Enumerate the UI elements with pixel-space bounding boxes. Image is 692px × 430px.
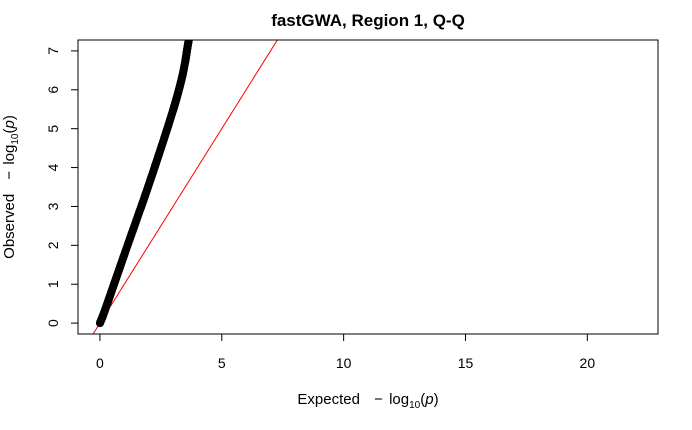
y-axis-label: Observed − log10(p) xyxy=(1,115,21,259)
data-point xyxy=(184,40,193,44)
x-axis-label: Expected − log10(p) xyxy=(297,391,438,411)
x-tick-label: 5 xyxy=(218,355,226,371)
plot-frame xyxy=(77,39,659,335)
chart-title: fastGWA, Region 1, Q-Q xyxy=(271,11,465,30)
x-axis: 0 5 10 15 20 xyxy=(96,333,596,371)
y-tick-label: 3 xyxy=(45,202,61,210)
x-tick-label: 10 xyxy=(336,355,352,371)
y-tick-label: 5 xyxy=(45,125,61,133)
y-tick-label: 6 xyxy=(45,86,61,94)
y-tick-label: 0 xyxy=(45,319,61,327)
x-tick-label: 0 xyxy=(96,355,104,371)
x-tick-label: 20 xyxy=(580,355,596,371)
y-tick-label: 7 xyxy=(45,47,61,55)
y-tick-label: 4 xyxy=(45,163,61,171)
observed-points xyxy=(95,40,193,328)
reference-line xyxy=(92,40,278,334)
y-tick-label: 2 xyxy=(45,241,61,249)
y-axis: 0 1 2 3 4 5 6 7 xyxy=(45,47,79,327)
y-tick-label: 1 xyxy=(45,280,61,288)
x-tick-label: 15 xyxy=(458,355,474,371)
